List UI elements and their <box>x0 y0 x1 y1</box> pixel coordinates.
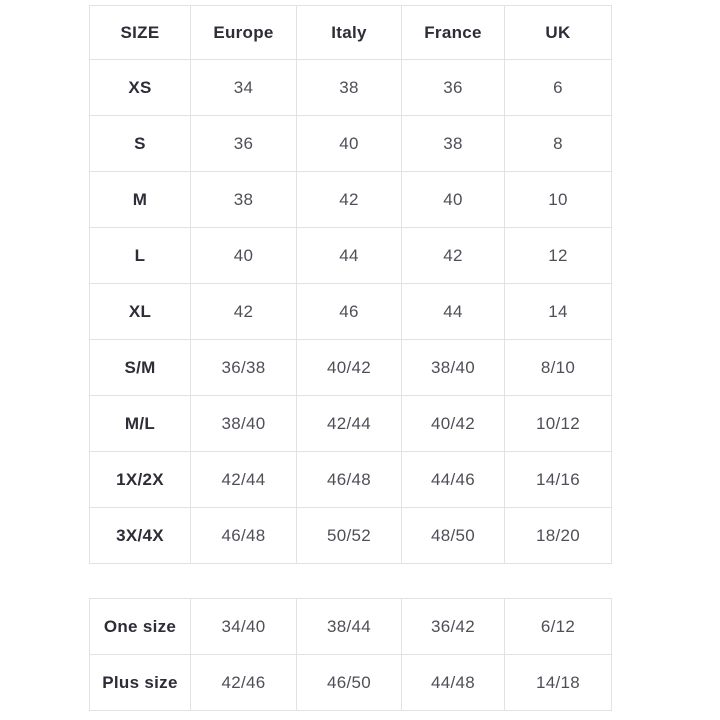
size-conversion-table: SIZE Europe Italy France UK XS 34 38 36 … <box>89 5 612 564</box>
cell-italy: 50/52 <box>296 507 402 564</box>
row-label: Plus size <box>89 654 191 711</box>
cell-europe: 34/40 <box>190 598 297 655</box>
cell-italy: 42/44 <box>296 395 402 452</box>
cell-france: 40 <box>401 171 505 228</box>
cell-italy: 42 <box>296 171 402 228</box>
column-header-uk: UK <box>504 5 612 60</box>
cell-france: 38 <box>401 115 505 172</box>
cell-france: 36 <box>401 59 505 116</box>
table-row-s-m: S/M 36/38 40/42 38/40 8/10 <box>89 339 612 396</box>
cell-uk: 14 <box>504 283 612 340</box>
cell-uk: 10/12 <box>504 395 612 452</box>
cell-uk: 8 <box>504 115 612 172</box>
row-label: L <box>89 227 191 284</box>
table-row-m: M 38 42 40 10 <box>89 171 612 228</box>
cell-europe: 38 <box>190 171 297 228</box>
cell-uk: 14/16 <box>504 451 612 508</box>
cell-italy: 38 <box>296 59 402 116</box>
cell-uk: 6 <box>504 59 612 116</box>
cell-uk: 10 <box>504 171 612 228</box>
column-header-france: France <box>401 5 505 60</box>
cell-europe: 36 <box>190 115 297 172</box>
table-row-m-l: M/L 38/40 42/44 40/42 10/12 <box>89 395 612 452</box>
column-header-europe: Europe <box>190 5 297 60</box>
cell-france: 42 <box>401 227 505 284</box>
cell-italy: 46 <box>296 283 402 340</box>
column-header-italy: Italy <box>296 5 402 60</box>
cell-uk: 12 <box>504 227 612 284</box>
header-row: SIZE Europe Italy France UK <box>89 5 612 60</box>
table-row-one-size: One size 34/40 38/44 36/42 6/12 <box>89 598 612 655</box>
cell-europe: 42/44 <box>190 451 297 508</box>
cell-france: 44/48 <box>401 654 505 711</box>
cell-italy: 44 <box>296 227 402 284</box>
cell-europe: 42/46 <box>190 654 297 711</box>
column-header-size: SIZE <box>89 5 191 60</box>
cell-france: 40/42 <box>401 395 505 452</box>
row-label: 1X/2X <box>89 451 191 508</box>
row-label: XL <box>89 283 191 340</box>
cell-italy: 46/48 <box>296 451 402 508</box>
cell-france: 36/42 <box>401 598 505 655</box>
table-row-l: L 40 44 42 12 <box>89 227 612 284</box>
row-label: S <box>89 115 191 172</box>
cell-uk: 8/10 <box>504 339 612 396</box>
table-row-plus-size: Plus size 42/46 46/50 44/48 14/18 <box>89 654 612 711</box>
cell-france: 38/40 <box>401 339 505 396</box>
cell-uk: 18/20 <box>504 507 612 564</box>
cell-france: 44 <box>401 283 505 340</box>
cell-italy: 38/44 <box>296 598 402 655</box>
cell-italy: 46/50 <box>296 654 402 711</box>
row-label: M <box>89 171 191 228</box>
cell-europe: 42 <box>190 283 297 340</box>
row-label: One size <box>89 598 191 655</box>
row-label: M/L <box>89 395 191 452</box>
table-row-s: S 36 40 38 8 <box>89 115 612 172</box>
cell-europe: 34 <box>190 59 297 116</box>
cell-europe: 40 <box>190 227 297 284</box>
table-row-1x-2x: 1X/2X 42/44 46/48 44/46 14/16 <box>89 451 612 508</box>
table-row-xs: XS 34 38 36 6 <box>89 59 612 116</box>
table-row-3x-4x: 3X/4X 46/48 50/52 48/50 18/20 <box>89 507 612 564</box>
row-label: S/M <box>89 339 191 396</box>
cell-france: 44/46 <box>401 451 505 508</box>
cell-uk: 6/12 <box>504 598 612 655</box>
row-label: XS <box>89 59 191 116</box>
row-label: 3X/4X <box>89 507 191 564</box>
cell-europe: 36/38 <box>190 339 297 396</box>
cell-europe: 38/40 <box>190 395 297 452</box>
cell-italy: 40 <box>296 115 402 172</box>
cell-italy: 40/42 <box>296 339 402 396</box>
table-row-xl: XL 42 46 44 14 <box>89 283 612 340</box>
cell-uk: 14/18 <box>504 654 612 711</box>
special-sizes-table: One size 34/40 38/44 36/42 6/12 Plus siz… <box>89 598 612 711</box>
cell-france: 48/50 <box>401 507 505 564</box>
cell-europe: 46/48 <box>190 507 297 564</box>
